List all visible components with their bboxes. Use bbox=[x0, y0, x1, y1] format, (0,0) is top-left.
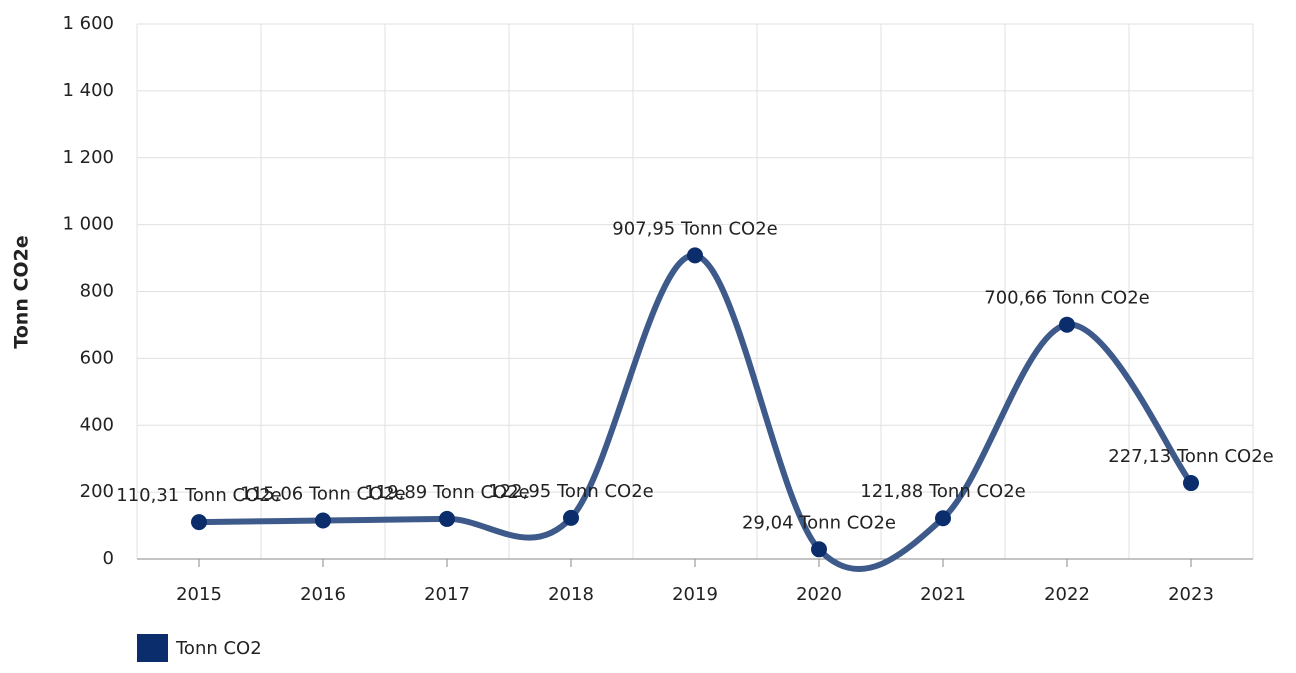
legend-label: Tonn CO2 bbox=[175, 638, 262, 659]
x-tick-label: 2016 bbox=[300, 584, 346, 605]
x-tick-label: 2018 bbox=[548, 584, 594, 605]
x-tick-label: 2023 bbox=[1168, 584, 1214, 605]
data-label: 115,06 Tonn CO2e bbox=[240, 484, 405, 505]
y-tick-label: 0 bbox=[103, 548, 114, 569]
data-label: 29,04 Tonn CO2e bbox=[742, 512, 896, 533]
point bbox=[563, 509, 579, 526]
legend-swatch bbox=[137, 634, 168, 662]
data-label: 122,95 Tonn CO2e bbox=[488, 481, 653, 502]
x-tick-label: 2019 bbox=[672, 584, 718, 605]
point bbox=[687, 247, 703, 264]
y-tick-label: 1 000 bbox=[62, 214, 114, 235]
y-tick-label: 600 bbox=[80, 347, 114, 368]
point bbox=[315, 512, 331, 529]
y-tick-label: 200 bbox=[80, 481, 114, 502]
x-tick-label: 2017 bbox=[424, 584, 470, 605]
y-tick-label: 1 400 bbox=[62, 80, 114, 101]
x-tick-label: 2020 bbox=[796, 584, 842, 605]
data-label: 700,66 Tonn CO2e bbox=[984, 288, 1149, 309]
x-tick-label: 2022 bbox=[1044, 584, 1090, 605]
data-label: 121,88 Tonn CO2e bbox=[860, 481, 1025, 502]
x-tick-label: 2021 bbox=[920, 584, 966, 605]
y-tick-label: 1 600 bbox=[62, 13, 114, 34]
y-tick-label: 400 bbox=[80, 414, 114, 435]
y-tick-label: 1 200 bbox=[62, 147, 114, 168]
point bbox=[439, 510, 455, 527]
point bbox=[1183, 475, 1199, 492]
point bbox=[191, 514, 207, 531]
data-label: 227,13 Tonn CO2e bbox=[1108, 446, 1273, 467]
y-axis-title: Tonn CO2e bbox=[11, 235, 33, 348]
x-tick-label: 2015 bbox=[176, 584, 222, 605]
data-label: 110,31 Tonn CO2e bbox=[116, 485, 281, 506]
data-label: 907,95 Tonn CO2e bbox=[612, 218, 777, 239]
point bbox=[811, 541, 827, 558]
point bbox=[1059, 316, 1075, 333]
point bbox=[935, 510, 951, 527]
y-tick-label: 800 bbox=[80, 281, 114, 302]
series-line bbox=[196, 252, 1194, 572]
data-label: 119,89 Tonn CO2e bbox=[364, 482, 529, 503]
